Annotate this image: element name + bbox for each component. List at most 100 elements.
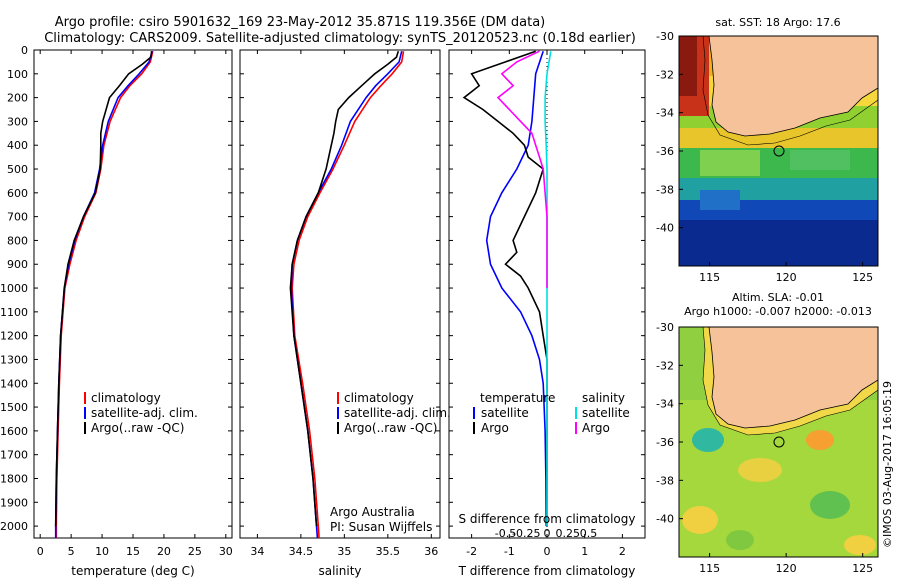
x-tick-label: 15 — [126, 545, 140, 558]
legend-sal-argo: Argo — [582, 421, 610, 435]
map-lat-label: -32 — [656, 68, 674, 81]
difference-legend: temperature salinity satellite Argo sate… — [473, 391, 630, 435]
series-line-argo-raw-qc- — [54, 51, 153, 527]
sla-float-marker — [773, 436, 785, 448]
x-tick-label: 36 — [424, 545, 438, 558]
x-tick-label: 10 — [95, 545, 109, 558]
difference-lines — [462, 50, 552, 527]
depth-tick-label: 1000 — [0, 282, 28, 295]
x-tick-label: 0 — [37, 545, 44, 558]
legend-title-temperature: temperature — [480, 391, 555, 405]
header-line2: Climatology: CARS2009. Satellite-adjuste… — [44, 31, 636, 46]
s-tick-label: 0 — [544, 527, 551, 540]
map-lat-label: -36 — [656, 145, 674, 158]
map-lat-label: -38 — [656, 183, 674, 196]
map-lat-label: -30 — [656, 30, 674, 43]
header-line1: Argo profile: csiro 5901632_169 23-May-2… — [55, 15, 546, 30]
legend-sal-satellite: satellite — [582, 406, 630, 420]
legend-argo: Argo(..raw -QC) — [91, 421, 184, 435]
map-lon-label: 115 — [699, 271, 720, 284]
map-lat-label: -34 — [656, 107, 674, 120]
x-tick-label: 30 — [219, 545, 233, 558]
temperature-lines — [54, 50, 154, 538]
depth-tick-label: 1400 — [0, 377, 28, 390]
depth-tick-label: 900 — [7, 258, 28, 271]
series-line-argo-raw-qc- — [289, 50, 400, 527]
map-lat-label: -38 — [656, 474, 674, 487]
depth-tick-label: 1200 — [0, 330, 28, 343]
salinity-legend: climatology satellite-adj. clim. Argo(..… — [330, 391, 451, 534]
map-lon-label: 120 — [776, 562, 797, 575]
depth-tick-label: 200 — [7, 92, 28, 105]
s-difference-ticks: -0.5-0.25 0 0.25 0.5 — [495, 527, 597, 540]
sla-map-title-2: Argo h1000: -0.007 h2000: -0.013 — [684, 305, 872, 318]
map-lon-label: 115 — [699, 562, 720, 575]
legend-satellite: satellite-adj. clim. — [91, 406, 198, 420]
map-lat-label: -40 — [656, 222, 674, 235]
s-tick-label: 0.5 — [580, 527, 598, 540]
sla-map-area — [679, 327, 878, 557]
legend-title-salinity: salinity — [582, 391, 625, 405]
series-line-salinity-satellite — [544, 51, 552, 527]
sla-map-title-1: Altim. SLA: -0.01 — [732, 291, 824, 304]
map-lon-label: 120 — [776, 271, 797, 284]
depth-tick-label: 0 — [21, 44, 28, 57]
depth-tick-label: 1500 — [0, 401, 28, 414]
map-lat-label: -34 — [656, 398, 674, 411]
depth-tick-label: 1900 — [0, 496, 28, 509]
depth-tick-label: 1100 — [0, 306, 28, 319]
x-tick-label: 20 — [157, 545, 171, 558]
s-tick-label: -0.25 — [512, 527, 540, 540]
depth-tick-label: 800 — [7, 234, 28, 247]
depth-tick-label: 1600 — [0, 425, 28, 438]
legend-satellite: satellite-adj. clim. — [344, 406, 451, 420]
temperature-xlabel: temperature (deg C) — [71, 564, 194, 578]
s-tick-label: -0.5 — [495, 527, 516, 540]
map-lat-label: -32 — [656, 359, 674, 372]
sst-map-area — [679, 36, 878, 266]
series-line-climatology — [291, 51, 405, 538]
depth-tick-label: 400 — [7, 139, 28, 152]
legend-argo: Argo(..raw -QC) — [344, 421, 437, 435]
salinity-lines — [289, 50, 405, 538]
series-line-salinity-argo — [496, 50, 548, 288]
temperature-legend: climatology satellite-adj. clim. Argo(..… — [84, 391, 198, 435]
map-lat-label: -40 — [656, 513, 674, 526]
series-line-temperature-satellite — [485, 50, 547, 527]
depth-tick-label: 500 — [7, 163, 28, 176]
x-tick-label: -2 — [466, 545, 477, 558]
x-tick-label: -1 — [504, 545, 515, 558]
s-tick-label: 0.25 — [555, 527, 580, 540]
depth-tick-label: 1800 — [0, 472, 28, 485]
x-tick-label: 1 — [581, 545, 588, 558]
legend-climatology: climatology — [344, 391, 414, 405]
x-tick-label: 35.5 — [376, 545, 401, 558]
x-tick-label: 34 — [250, 545, 264, 558]
depth-tick-label: 300 — [7, 115, 28, 128]
x-tick-label: 2 — [619, 545, 626, 558]
annotation-pi: PI: Susan Wijffels — [330, 520, 432, 534]
temperature-axes — [33, 49, 233, 539]
map-lat-label: -30 — [656, 321, 674, 334]
x-tick-label: 25 — [188, 545, 202, 558]
map-lon-label: 125 — [852, 271, 873, 284]
x-tick-label: 35 — [337, 545, 351, 558]
salinity-axes — [239, 49, 441, 539]
map-tick-labels: -30 -32 -34 -36 -38 -40 115 120 125 -30 -32 -34 -36 -… — [656, 30, 873, 575]
x-tick-labels: 0 5 10 15 20 25 30 34 34.5 35 35.5 36 -2 -1 0 1 2 — [37, 50, 626, 558]
sst-float-marker — [773, 145, 785, 157]
map-lon-label: 125 — [852, 562, 873, 575]
imos-credit: ©IMOS 03-Aug-2017 16:05:19 — [881, 381, 894, 548]
sst-map-title: sat. SST: 18 Argo: 17.6 — [715, 16, 840, 29]
annotation-argo-australia: Argo Australia — [330, 505, 415, 519]
depth-tick-label: 1700 — [0, 449, 28, 462]
depth-tick-label: 1300 — [0, 353, 28, 366]
legend-climatology: climatology — [91, 391, 161, 405]
x-tick-label: 0 — [544, 545, 551, 558]
x-tick-label: 5 — [68, 545, 75, 558]
legend-temp-argo: Argo — [481, 421, 509, 435]
depth-tick-label: 2000 — [0, 520, 28, 533]
depth-tick-label: 700 — [7, 211, 28, 224]
legend-temp-satellite: satellite — [481, 406, 529, 420]
